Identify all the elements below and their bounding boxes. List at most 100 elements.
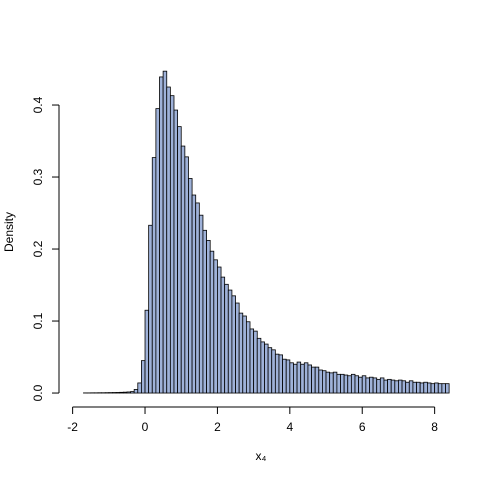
bar xyxy=(434,382,439,394)
bar xyxy=(398,379,403,394)
bar xyxy=(206,239,211,394)
bar xyxy=(358,376,363,394)
bar xyxy=(188,178,193,394)
bar xyxy=(296,361,302,394)
x-tick-label: 2 xyxy=(214,420,221,434)
bar xyxy=(350,373,356,394)
bar xyxy=(430,383,436,394)
bar xyxy=(119,391,124,394)
y-axis-label: Density xyxy=(2,212,16,252)
bar xyxy=(340,373,345,394)
bar xyxy=(217,266,222,394)
bar xyxy=(303,362,309,394)
bar xyxy=(445,383,450,394)
x-axis-label: x₄ xyxy=(256,449,267,463)
bar xyxy=(130,391,135,394)
bar xyxy=(180,145,186,394)
bar xyxy=(148,224,153,394)
bar xyxy=(343,374,349,394)
y-tick-label: 0.3 xyxy=(31,168,45,185)
bar xyxy=(394,380,399,394)
x-tick-label: 6 xyxy=(359,420,366,434)
bar xyxy=(209,250,215,394)
bar xyxy=(379,377,385,394)
bar xyxy=(173,109,179,394)
bar xyxy=(437,383,443,394)
y-tick-label: 0.4 xyxy=(31,96,45,113)
bar xyxy=(441,383,446,394)
bar xyxy=(162,70,168,394)
x-tick-label: 4 xyxy=(286,420,293,434)
bar xyxy=(314,366,320,394)
bar xyxy=(191,194,197,394)
bar xyxy=(235,302,240,394)
bar xyxy=(198,214,204,394)
y-tick-label: 0.2 xyxy=(31,240,45,257)
y-tick-label: 0.1 xyxy=(31,312,45,329)
bar xyxy=(137,382,142,394)
bar xyxy=(361,375,367,394)
bar xyxy=(133,389,139,394)
bar xyxy=(336,373,341,394)
bar xyxy=(256,337,262,394)
bar xyxy=(405,381,410,394)
bar xyxy=(282,358,287,394)
bar xyxy=(122,391,128,394)
bar xyxy=(365,377,370,394)
bar xyxy=(169,95,175,394)
bar xyxy=(166,86,171,394)
x-tick-label: 0 xyxy=(142,420,149,434)
bar xyxy=(325,371,331,394)
bar xyxy=(401,380,407,394)
bar xyxy=(329,372,334,394)
bar xyxy=(213,259,218,394)
bar xyxy=(423,381,428,394)
y-tick-label: 0.0 xyxy=(31,384,45,401)
bar xyxy=(311,366,316,394)
bar xyxy=(412,381,417,394)
bar xyxy=(318,369,323,394)
bar xyxy=(426,382,432,394)
bar xyxy=(387,378,392,394)
bar xyxy=(390,379,396,394)
bar xyxy=(231,295,236,394)
bar xyxy=(285,359,291,394)
bar xyxy=(126,391,131,394)
bar xyxy=(369,376,374,394)
bar xyxy=(202,229,207,394)
bar xyxy=(245,321,251,394)
bar xyxy=(267,347,273,394)
bar xyxy=(151,157,157,394)
bar xyxy=(278,354,283,394)
bar xyxy=(144,309,150,394)
bar xyxy=(177,126,182,394)
bar xyxy=(155,108,160,394)
x-tick-label: -2 xyxy=(67,420,78,434)
bar xyxy=(253,330,258,394)
bar xyxy=(141,360,146,394)
bar xyxy=(289,362,294,394)
bar xyxy=(115,392,121,394)
bar xyxy=(419,382,425,394)
bar xyxy=(238,312,244,394)
bar xyxy=(376,378,381,394)
bar xyxy=(372,377,378,394)
bar xyxy=(220,276,226,394)
bar xyxy=(416,381,421,394)
bar xyxy=(307,364,312,394)
bar xyxy=(332,371,338,394)
bar xyxy=(347,375,352,394)
bar xyxy=(159,76,164,394)
x-tick-label: 8 xyxy=(431,420,438,434)
bar xyxy=(227,289,233,394)
bar xyxy=(112,392,117,394)
bar xyxy=(224,283,229,394)
bar xyxy=(322,370,327,394)
bar xyxy=(274,353,280,394)
bar xyxy=(249,328,255,394)
bar xyxy=(260,341,265,394)
bar xyxy=(383,379,388,394)
bar xyxy=(408,380,414,394)
bar xyxy=(293,363,298,394)
